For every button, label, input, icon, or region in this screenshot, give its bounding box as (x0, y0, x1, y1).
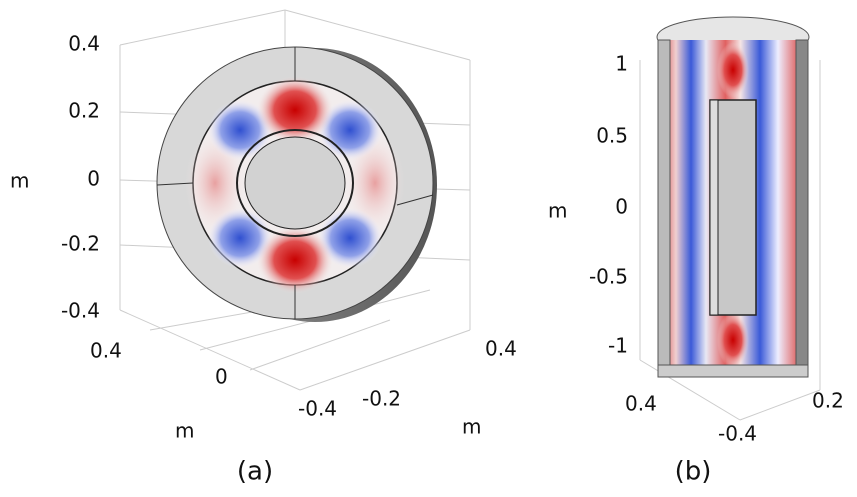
z-tick-label: 0.2 (68, 99, 100, 123)
ring-model (156, 46, 437, 322)
caption: (b) (675, 457, 712, 487)
x-tick-label: 0.4 (90, 339, 122, 363)
z-tick-label: -0.2 (61, 232, 100, 256)
z-tick-label: 0.4 (68, 32, 100, 56)
z-tick-label: -0.5 (589, 265, 628, 289)
x-tick-label: 0.4 (625, 392, 657, 416)
z-tick-label: -1 (608, 334, 628, 358)
z-tick-label: 0 (87, 167, 100, 191)
x-axis-label: m (175, 419, 194, 443)
x-tick-label: 0 (215, 365, 228, 389)
y-tick-label: 0.4 (485, 337, 517, 361)
y-axis-label: m (462, 415, 481, 439)
z-axis-label: m (548, 199, 567, 223)
y-tick-label: -0.2 (362, 387, 401, 411)
z-tick-label: 0 (615, 195, 628, 219)
z-tick-label: -0.4 (61, 299, 100, 323)
y-tick-label: 0.2 (812, 389, 844, 413)
cylinder-model (656, 16, 810, 378)
z-tick-label: 1 (615, 52, 628, 76)
z-axis-label: m (10, 169, 29, 193)
x-tick-label: -0.4 (298, 397, 337, 421)
caption: (a) (237, 457, 273, 487)
grid-b (639, 60, 821, 421)
z-tick-label: 0.5 (596, 124, 628, 148)
x-tick-label: -0.4 (718, 422, 757, 446)
